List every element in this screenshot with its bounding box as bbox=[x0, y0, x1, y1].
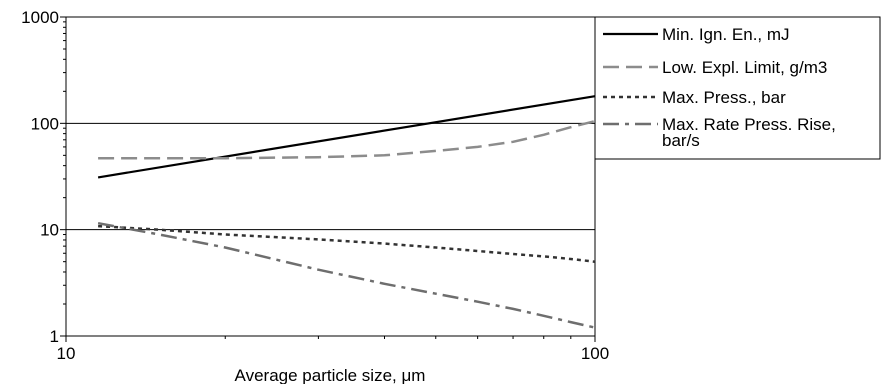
axes bbox=[60, 16, 596, 342]
x-tick-label-100: 100 bbox=[581, 344, 609, 363]
series-line-3 bbox=[98, 224, 596, 263]
y-tick-label-100: 100 bbox=[31, 114, 59, 133]
series-lines bbox=[97, 95, 596, 329]
legend-label-3: Max. Press., bar bbox=[662, 88, 786, 107]
legend-label-4: Max. Rate Press. Rise, bbox=[662, 115, 836, 134]
y-tick-label-10: 10 bbox=[40, 221, 59, 240]
series-line-2 bbox=[98, 119, 596, 160]
y-tick-label-1: 1 bbox=[50, 327, 59, 346]
series-line-4 bbox=[97, 221, 596, 329]
x-axis-title: Average particle size, μm bbox=[235, 366, 426, 384]
y-tick-label-1000: 1000 bbox=[21, 8, 59, 27]
legend: Min. Ign. En., mJ Low. Expl. Limit, g/m3 M… bbox=[594, 16, 881, 160]
legend-label-4-cont: bar/s bbox=[662, 131, 700, 150]
legend-label-2: Low. Expl. Limit, g/m3 bbox=[662, 58, 827, 77]
legend-label-1: Min. Ign. En., mJ bbox=[662, 25, 790, 44]
plot-area bbox=[65, 16, 596, 337]
series-line-1 bbox=[97, 95, 596, 179]
x-tick-label-10: 10 bbox=[57, 344, 76, 363]
legend-box bbox=[594, 16, 881, 160]
